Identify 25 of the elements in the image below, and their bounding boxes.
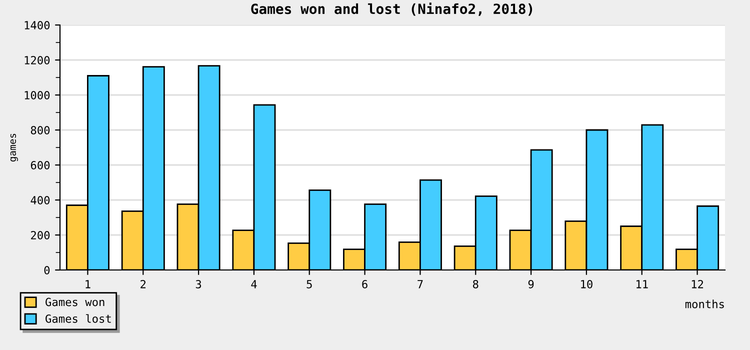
y-tick-label: 200 [31, 231, 50, 240]
legend-label: Games won [46, 298, 104, 306]
y-tick-label: 400 [30, 196, 50, 204]
x-tick-label: 6 [362, 280, 368, 288]
legend-label: Games lost [46, 314, 111, 323]
x-tick-label: 1 [86, 280, 90, 288]
chart-title: Games won and lost (Ninafo2, 2018) [251, 2, 532, 16]
x-tick-label: 10 [581, 280, 592, 288]
y-tick-label: 1400 [24, 21, 50, 30]
x-tick-label: 11 [636, 280, 648, 288]
x-tick-label: 4 [251, 280, 257, 288]
y-axis-title: games [10, 134, 18, 162]
y-tick-label: 1200 [24, 56, 50, 64]
x-tick-label: 8 [472, 280, 478, 288]
x-tick-label: 7 [418, 280, 423, 288]
y-tick-label: 800 [30, 126, 50, 134]
x-tick-label: 12 [692, 280, 704, 288]
x-axis-title: months [685, 300, 724, 308]
x-tick-label: 2 [140, 280, 146, 288]
y-tick-label: 0 [44, 266, 50, 274]
x-tick-label: 3 [196, 280, 202, 288]
x-tick-label: 5 [306, 280, 312, 288]
y-tick-label: 600 [30, 161, 50, 170]
y-tick-label: 1000 [24, 91, 50, 100]
x-tick-label: 9 [528, 280, 534, 288]
